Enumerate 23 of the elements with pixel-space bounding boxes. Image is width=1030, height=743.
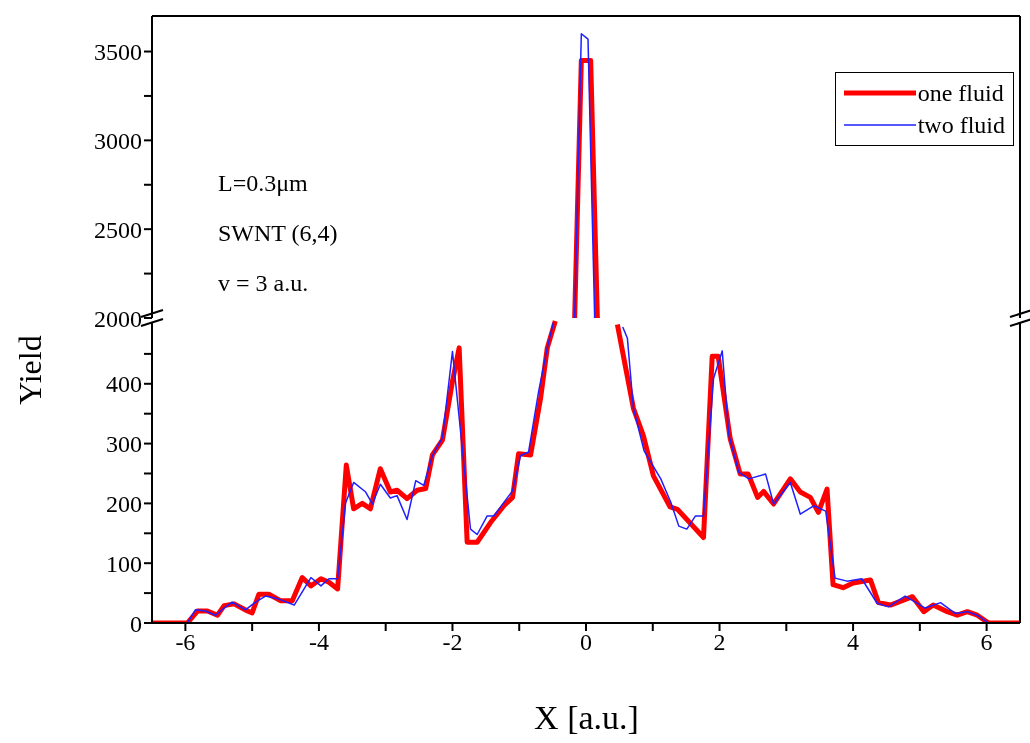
x-tick-label: -6 (175, 629, 196, 656)
y-tick-label: 0 (130, 610, 142, 637)
y-tick-label: 100 (106, 550, 142, 577)
y-tick-label: 3000 (94, 127, 142, 154)
x-axis-title: X [a.u.] (534, 699, 639, 737)
legend-label: one fluid (917, 79, 1004, 107)
annotation: SWNT (6,4) (218, 220, 338, 247)
x-tick-label: -2 (442, 629, 463, 656)
legend-label: two fluid (917, 111, 1005, 139)
y-tick-label: 300 (106, 431, 142, 458)
y-tick-label: 400 (106, 371, 142, 398)
y-tick-label: 200 (106, 490, 142, 517)
y-tick-label: 2500 (94, 216, 142, 243)
y-axis-title: Yield (11, 335, 49, 405)
x-tick-label: 0 (580, 629, 592, 656)
y-tick-label: 2000 (94, 305, 142, 332)
x-tick-label: 6 (980, 629, 993, 656)
x-tick-label: -4 (308, 629, 329, 656)
annotation: v = 3 a.u. (218, 270, 309, 297)
x-tick-label: 4 (847, 629, 860, 656)
x-tick-label: 2 (713, 629, 726, 656)
annotation: L=0.3μm (218, 170, 308, 197)
y-tick-label: 3500 (94, 39, 142, 66)
